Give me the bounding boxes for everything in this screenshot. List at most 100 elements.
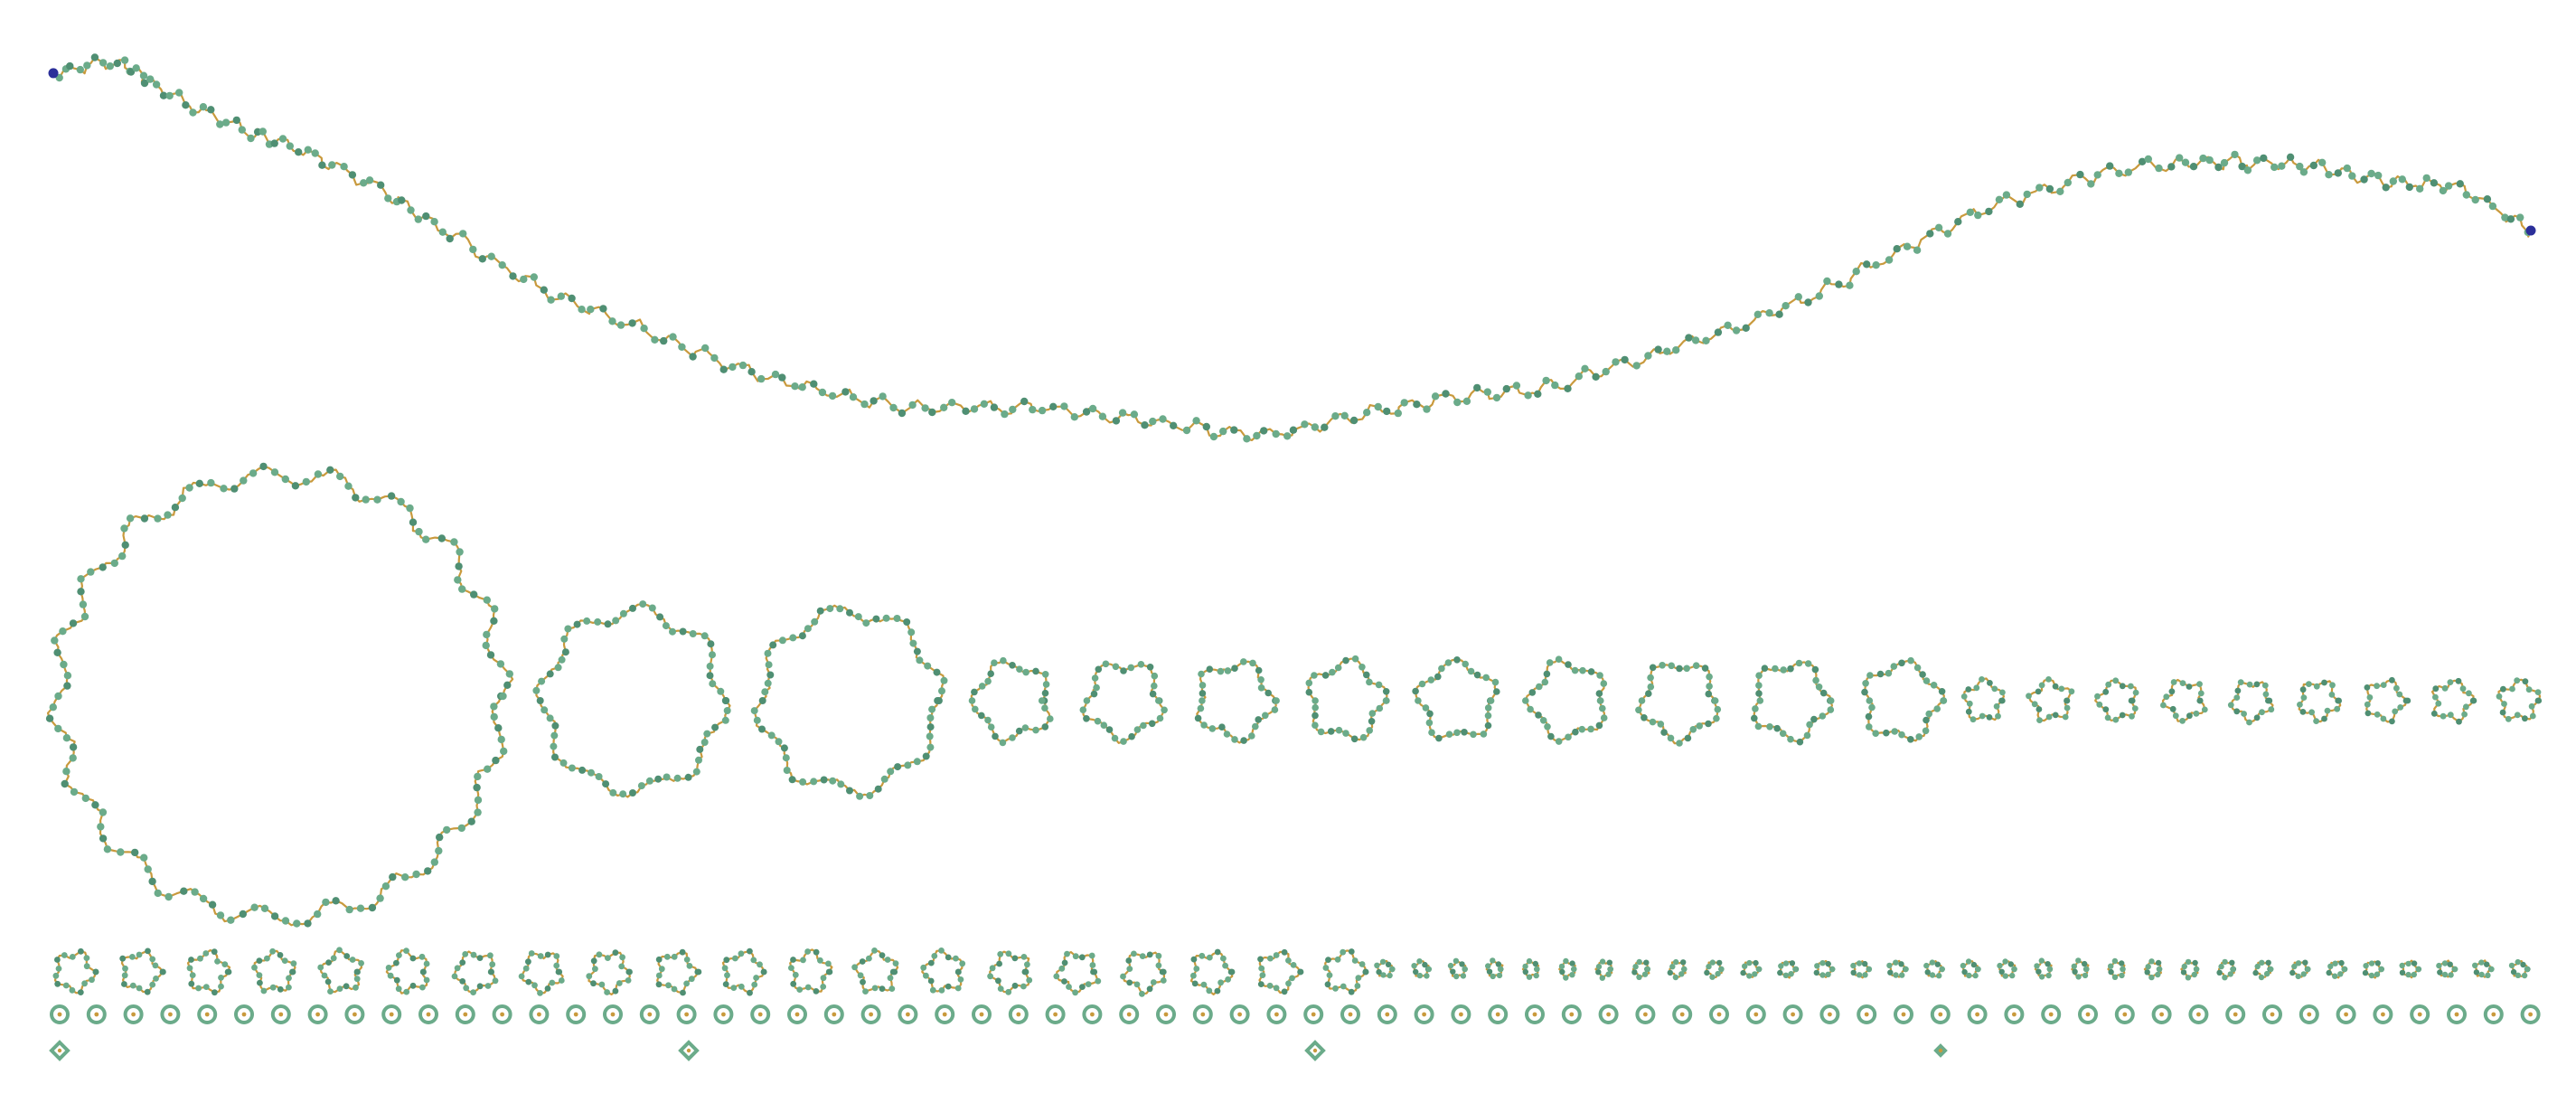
bead [1780,666,1787,674]
bead [717,687,725,695]
bead [1755,672,1763,679]
bead [2241,711,2248,717]
bead [2501,701,2507,707]
bead [54,692,62,701]
bead [451,973,458,980]
bead [1266,982,1274,989]
bead [2447,961,2453,967]
bead [1112,417,1121,425]
bead [1461,729,1468,736]
bead [688,976,695,983]
small-ring [1635,662,1722,747]
tiny-ring-backbone [53,950,97,995]
bead [1885,669,1893,677]
bead [459,959,466,966]
bead [2374,971,2381,977]
dot-core [2012,1012,2017,1017]
dot-core [204,1012,210,1017]
bead [1130,410,1139,419]
bead [1289,975,1295,982]
bead [61,952,68,958]
bead [1678,971,1685,977]
bead [669,627,676,636]
bead [293,919,301,928]
tiny-ring [1257,948,1304,995]
bead [841,388,850,396]
dot-core [684,1012,689,1017]
bead [220,485,228,493]
bead [1020,397,1029,406]
bead [1966,208,1974,216]
bead [45,714,54,722]
bead [277,985,284,993]
bead [195,479,203,487]
bead [92,968,99,976]
bead [2296,162,2304,171]
tiny-ring-backbone [1055,951,1099,994]
dot-core [979,1012,984,1017]
bead [987,723,995,731]
bead [2155,971,2161,978]
dot-ring [1488,1004,1509,1024]
bead [1766,723,1773,731]
bead [1704,969,1710,976]
bead [1150,979,1157,985]
tiny-ring [2430,677,2477,725]
bead [2045,184,2054,193]
bead [2374,960,2381,966]
bead [1775,310,1783,318]
dot-ring [972,1004,992,1024]
micro-ring [1447,957,1468,980]
bead [722,981,729,987]
bead [249,469,258,477]
bead [401,873,409,881]
dot-ring [492,1004,512,1024]
bead [710,354,719,363]
bead [1285,957,1292,964]
bead [931,953,938,959]
bead [165,91,174,100]
tiny-ring-backbone [2094,679,2138,721]
bead [1231,665,1238,672]
bead [1647,683,1655,691]
dot-core [1126,1012,1132,1017]
bead [921,404,929,412]
bead [723,957,730,964]
bead [1240,737,1247,744]
dot-core [2122,1012,2128,1017]
bead [1094,717,1102,725]
bead [1672,346,1680,354]
bead [1885,256,1894,264]
small-ring-backbone [1415,658,1498,740]
bead [1689,726,1697,733]
bead [55,966,62,972]
bead [1209,432,1218,441]
bead [612,617,620,625]
bead [578,766,587,774]
bead [909,639,917,647]
tiny-ring-backbone [1258,950,1302,995]
dot-cluster [1451,1004,1471,1024]
bead [2168,688,2176,695]
bead [654,775,663,783]
bead [505,670,513,678]
bead [1426,710,1434,718]
dot-ring [1672,1004,1693,1024]
bead [927,959,935,966]
bead [1595,690,1603,697]
bead [553,962,560,969]
bead [149,956,156,963]
medium-ring-backbone [753,604,945,797]
bead [1934,223,1943,231]
bead [362,495,370,504]
bead [224,968,231,976]
micro-ring [2143,958,2163,981]
dot-cluster [2520,1004,2541,1024]
bead [2397,704,2404,711]
bead [353,984,359,991]
bead [435,846,443,855]
bead [903,618,911,626]
bead [1691,336,1700,344]
bead [678,343,686,351]
bead [1363,671,1370,679]
